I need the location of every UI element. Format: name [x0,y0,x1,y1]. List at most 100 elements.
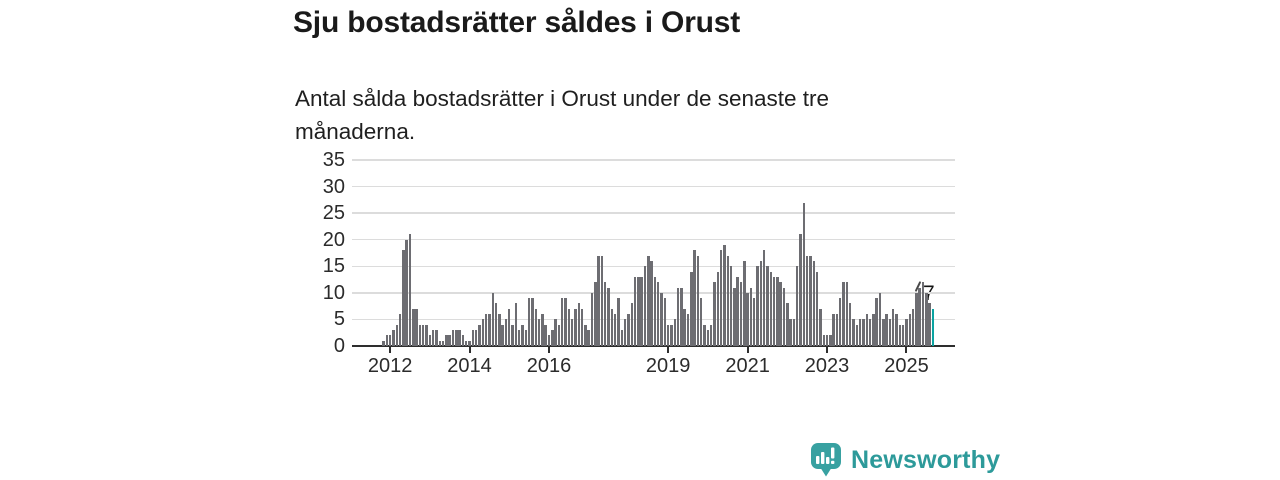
bar [660,292,663,346]
bar [418,324,422,346]
bar [494,303,498,346]
bar [878,292,882,346]
bar [799,234,802,346]
brand-footer[interactable]: Newsworthy [810,442,1000,478]
bar [723,245,726,346]
bar [829,335,832,346]
bar [769,271,772,346]
bar [544,324,547,346]
bar [478,324,481,346]
bar [786,303,789,346]
bar [819,308,822,346]
bar [428,335,432,346]
bar [796,266,799,346]
bar [709,324,713,346]
bar [895,314,898,346]
bar [587,330,590,346]
chart-subtitle: Antal sålda bostadsrätter i Orust under … [295,86,830,144]
gridline-y35 [352,159,955,161]
bar [901,324,905,346]
bar [633,276,637,346]
bar [789,319,792,346]
bar [395,324,398,346]
bar [918,287,921,346]
bar [759,260,763,346]
bar [471,330,475,346]
bar [792,319,796,346]
bar [752,298,756,346]
bar [772,276,776,346]
bar [604,282,607,346]
bar [835,314,839,346]
bar [703,324,706,346]
bar [534,308,537,346]
bar [872,314,875,346]
bar [451,330,455,346]
bar [580,308,584,346]
x-tick-2014 [468,347,471,353]
bar [488,314,491,346]
bar [868,319,872,346]
bar [385,335,389,346]
x-axis-label: 2023 [804,355,850,377]
bar [524,330,528,346]
bar [382,340,385,346]
bar [547,335,551,346]
bar [855,324,859,346]
bar [749,287,753,346]
bar [541,314,544,346]
bar [554,319,557,346]
bar [925,292,928,346]
bar [465,340,468,346]
y-axis-label: 25 [322,202,345,225]
bar [693,250,696,346]
gridline-y20 [352,238,955,241]
bar [600,255,604,346]
bar [438,340,441,346]
bar [673,319,676,346]
bar [643,266,647,346]
bar [412,308,415,346]
bar [517,330,521,346]
bar [928,303,931,346]
bar [802,202,806,346]
bar [491,292,494,346]
bar [782,287,786,346]
bar [815,271,819,346]
bar [739,282,743,346]
gridline-y25 [352,212,955,214]
y-axis-label: 30 [322,175,345,198]
bar [514,303,518,346]
bar [623,319,627,346]
bar [511,324,514,346]
bar [911,308,915,346]
chart-title: Sju bostadsrätter såldes i Orust [293,6,741,39]
bar [719,250,723,346]
bar [908,314,911,346]
x-axis-label: 2012 [367,355,413,377]
newsworthy-logo-icon [811,443,841,477]
x-axis-label: 2016 [526,355,572,377]
bar [845,282,849,346]
bar [421,324,425,346]
bar [809,255,812,346]
bar [756,266,759,346]
bar [726,255,729,346]
x-axis-label: 2014 [447,355,492,377]
bar [531,298,534,346]
x-axis-label: 2019 [645,355,691,377]
bar [567,308,571,346]
bar [574,308,577,346]
bar [630,303,633,346]
bar [875,298,878,346]
bar [779,282,782,346]
bar [839,298,842,346]
bar [508,308,511,346]
y-axis-label: 35 [322,149,345,171]
bar [561,298,564,346]
bar [431,330,435,346]
bar [415,308,418,346]
bar [898,324,902,346]
bar [398,314,402,346]
